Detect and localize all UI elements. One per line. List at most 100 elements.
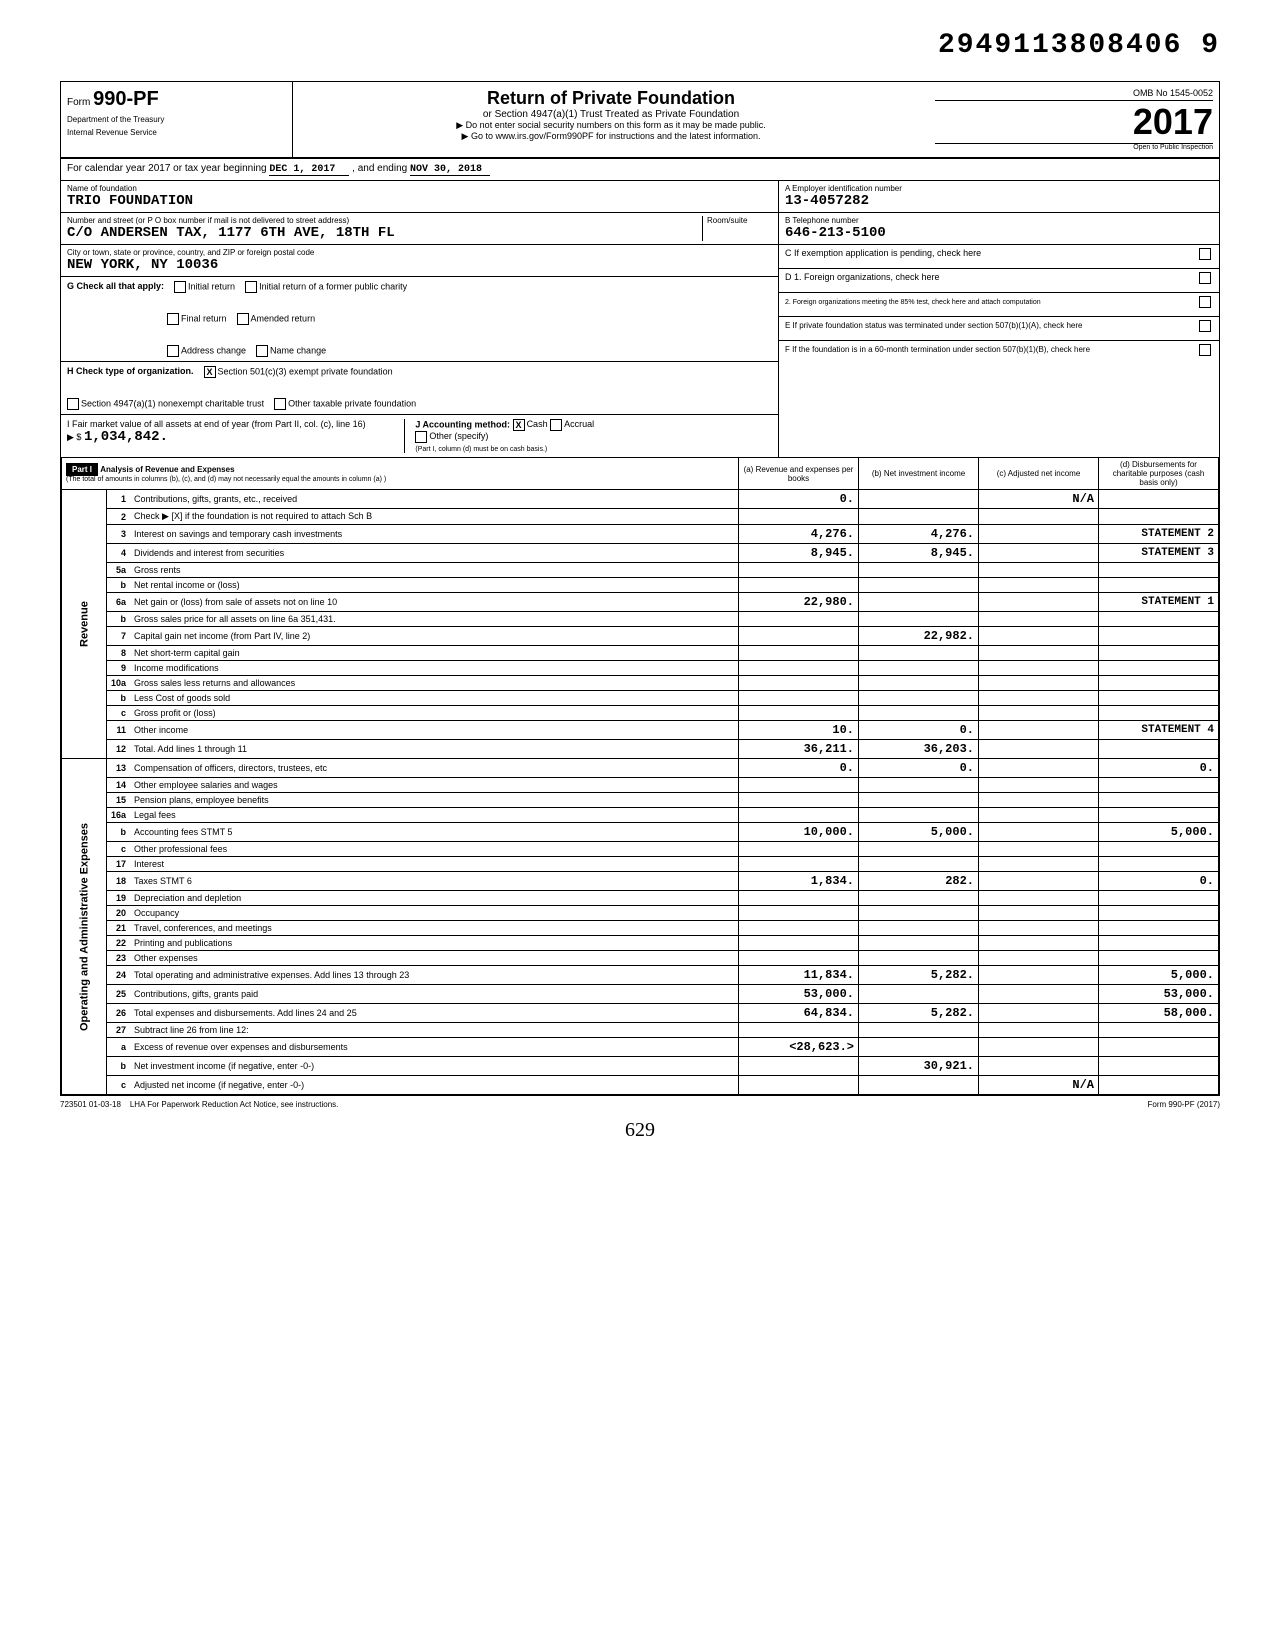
revenue-side-label: Revenue bbox=[62, 490, 107, 759]
dept-irs: Internal Revenue Service bbox=[67, 128, 286, 137]
amount-cell bbox=[739, 921, 859, 936]
row-label: Total. Add lines 1 through 11 bbox=[130, 740, 738, 759]
row-number: b bbox=[107, 612, 131, 627]
foreign-85-checkbox[interactable] bbox=[1199, 296, 1211, 308]
amount-cell bbox=[1099, 676, 1219, 691]
g-opt-1: Final return bbox=[181, 313, 227, 323]
row-number: 5a bbox=[107, 563, 131, 578]
form-warning: ▶ Do not enter social security numbers o… bbox=[299, 120, 924, 131]
amount-cell bbox=[859, 891, 979, 906]
e-label: E If private foundation status was termi… bbox=[785, 321, 1082, 330]
tax-end: NOV 30, 2018 bbox=[410, 164, 490, 176]
row-number: 13 bbox=[107, 759, 131, 778]
part1-sub: (The total of amounts in columns (b), (c… bbox=[66, 476, 386, 483]
amount-cell: 0. bbox=[739, 490, 859, 509]
row-number: 25 bbox=[107, 985, 131, 1004]
row-number: 24 bbox=[107, 966, 131, 985]
final-return-checkbox[interactable] bbox=[167, 313, 179, 325]
amount-cell bbox=[979, 793, 1099, 808]
amount-cell bbox=[859, 490, 979, 509]
other-method-checkbox[interactable] bbox=[415, 431, 427, 443]
amount-cell bbox=[739, 936, 859, 951]
amount-cell bbox=[979, 544, 1099, 563]
amount-cell bbox=[1099, 661, 1219, 676]
amount-cell bbox=[979, 1004, 1099, 1023]
cash-checkbox[interactable]: X bbox=[513, 419, 525, 431]
row-label: Compensation of officers, directors, tru… bbox=[130, 759, 738, 778]
other-taxable-checkbox[interactable] bbox=[274, 398, 286, 410]
g-opt-0: Initial return bbox=[188, 281, 235, 291]
table-row: 22Printing and publications bbox=[62, 936, 1219, 951]
table-row: 25Contributions, gifts, grants paid53,00… bbox=[62, 985, 1219, 1004]
table-row: 23Other expenses bbox=[62, 951, 1219, 966]
address-change-checkbox[interactable] bbox=[167, 345, 179, 357]
row-label: Pension plans, employee benefits bbox=[130, 793, 738, 808]
table-row: 9Income modifications bbox=[62, 661, 1219, 676]
amount-cell bbox=[979, 612, 1099, 627]
exemption-pending-checkbox[interactable] bbox=[1199, 248, 1211, 260]
accrual-checkbox[interactable] bbox=[550, 419, 562, 431]
amended-return-checkbox[interactable] bbox=[237, 313, 249, 325]
table-row: 18Taxes STMT 61,834.282.0. bbox=[62, 872, 1219, 891]
amount-cell bbox=[859, 1023, 979, 1038]
amount-cell bbox=[979, 842, 1099, 857]
amount-cell bbox=[859, 612, 979, 627]
omb-number: OMB No 1545-0052 bbox=[935, 88, 1213, 101]
amount-cell bbox=[739, 578, 859, 593]
amount-cell bbox=[979, 906, 1099, 921]
row-number: 17 bbox=[107, 857, 131, 872]
amount-cell: 64,834. bbox=[739, 1004, 859, 1023]
row-number: 2 bbox=[107, 509, 131, 525]
amount-cell bbox=[979, 936, 1099, 951]
addr-label: Number and street (or P O box number if … bbox=[67, 216, 702, 225]
table-row: 14Other employee salaries and wages bbox=[62, 778, 1219, 793]
c-row: C If exemption application is pending, c… bbox=[779, 245, 1219, 269]
header-center: Return of Private Foundation or Section … bbox=[293, 82, 930, 157]
status-terminated-checkbox[interactable] bbox=[1199, 320, 1211, 332]
identity-block: Name of foundation TRIO FOUNDATION Numbe… bbox=[61, 181, 1219, 457]
row-label: Less Cost of goods sold bbox=[130, 691, 738, 706]
b-label: B Telephone number bbox=[785, 216, 1213, 225]
amount-cell bbox=[739, 706, 859, 721]
table-row: 10aGross sales less returns and allowanc… bbox=[62, 676, 1219, 691]
amount-cell bbox=[979, 646, 1099, 661]
amount-cell bbox=[979, 578, 1099, 593]
row-label: Gross rents bbox=[130, 563, 738, 578]
amount-cell: 36,203. bbox=[859, 740, 979, 759]
e-row: E If private foundation status was termi… bbox=[779, 317, 1219, 341]
row-number: c bbox=[107, 1076, 131, 1095]
i-note: (Part I, column (d) must be on cash basi… bbox=[415, 446, 547, 453]
row-label: Occupancy bbox=[130, 906, 738, 921]
amount-cell bbox=[859, 906, 979, 921]
row-label: Dividends and interest from securities bbox=[130, 544, 738, 563]
form-990pf: Form 990-PF Department of the Treasury I… bbox=[60, 81, 1220, 1096]
initial-return-checkbox[interactable] bbox=[174, 281, 186, 293]
foreign-org-checkbox[interactable] bbox=[1199, 272, 1211, 284]
phone-row: B Telephone number 646-213-5100 bbox=[779, 213, 1219, 245]
amount-cell bbox=[859, 661, 979, 676]
table-row: aExcess of revenue over expenses and dis… bbox=[62, 1038, 1219, 1057]
amount-cell bbox=[739, 906, 859, 921]
row-number: a bbox=[107, 1038, 131, 1057]
row-number: 3 bbox=[107, 525, 131, 544]
amount-cell bbox=[859, 793, 979, 808]
table-row: 24Total operating and administrative exp… bbox=[62, 966, 1219, 985]
row-number: 4 bbox=[107, 544, 131, 563]
amount-cell bbox=[979, 740, 1099, 759]
4947-checkbox[interactable] bbox=[67, 398, 79, 410]
former-charity-checkbox[interactable] bbox=[245, 281, 257, 293]
amount-cell: 0. bbox=[1099, 872, 1219, 891]
amount-cell bbox=[859, 842, 979, 857]
amount-cell bbox=[1099, 936, 1219, 951]
amount-cell: 53,000. bbox=[739, 985, 859, 1004]
amount-cell bbox=[739, 1023, 859, 1038]
row-number: 9 bbox=[107, 661, 131, 676]
60month-termination-checkbox[interactable] bbox=[1199, 344, 1211, 356]
table-row: 15Pension plans, employee benefits bbox=[62, 793, 1219, 808]
row-number: 8 bbox=[107, 646, 131, 661]
amount-cell bbox=[739, 891, 859, 906]
amount-cell bbox=[739, 778, 859, 793]
name-change-checkbox[interactable] bbox=[256, 345, 268, 357]
501c3-checkbox[interactable]: X bbox=[204, 366, 216, 378]
amount-cell bbox=[859, 936, 979, 951]
